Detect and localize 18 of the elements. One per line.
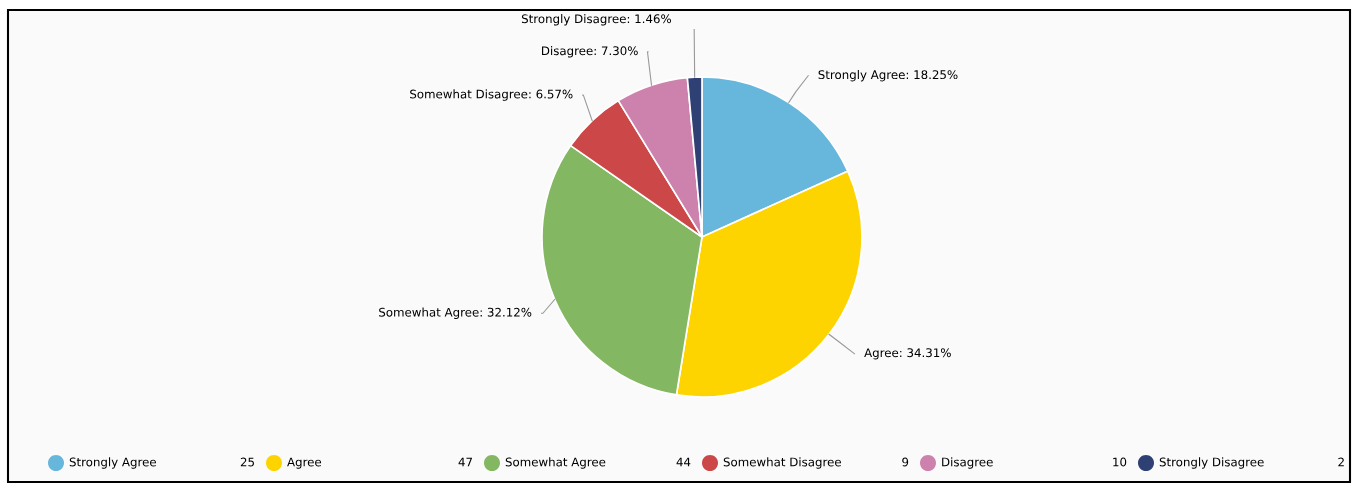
legend-label: Agree: [287, 457, 322, 469]
data-label: Somewhat Disagree: 6.57%: [410, 89, 573, 101]
legend-label: Disagree: [942, 457, 993, 469]
text: 25: [240, 457, 254, 467]
data-label: Strongly Agree: 18.25%: [818, 69, 958, 82]
legend-label: Somewhat Agree: [505, 457, 606, 469]
legend-label: Strongly Disagree: [1159, 457, 1264, 469]
text: 47: [458, 457, 472, 467]
data-label: Somewhat Agree: 32.12%: [379, 307, 532, 319]
text: 9: [902, 457, 909, 467]
text: 10: [1113, 457, 1127, 467]
legend-label: Somewhat Disagree: [723, 457, 841, 469]
data-label: Agree: 34.31%: [864, 348, 951, 360]
text: 2: [1338, 457, 1344, 467]
text: 44: [676, 457, 691, 467]
data-label: Strongly Disagree: 1.46%: [521, 14, 672, 26]
legend-label: Strongly Agree: [69, 457, 156, 469]
data-label: Disagree: 7.30%: [542, 46, 638, 58]
